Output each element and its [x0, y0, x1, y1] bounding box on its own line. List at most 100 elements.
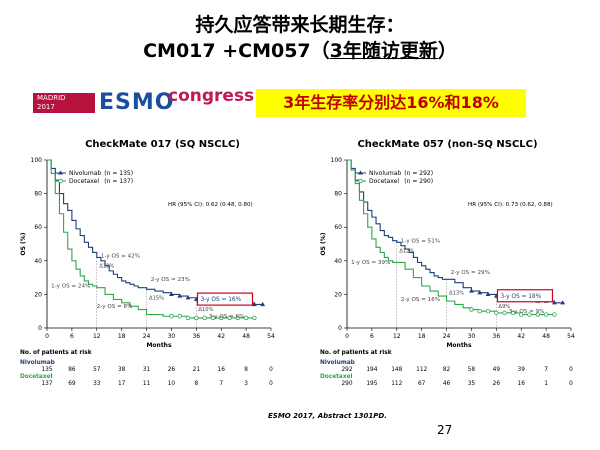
- annotation-delta: Δ15%: [149, 295, 164, 301]
- y-tick-label: 0: [338, 325, 342, 332]
- at-risk-value: 21: [193, 367, 201, 373]
- y-tick-label: 20: [34, 291, 42, 298]
- censor-point-docetaxel: [235, 315, 241, 321]
- at-risk-value: 0: [569, 381, 573, 387]
- y-tick-label: 0: [38, 325, 42, 332]
- legend-n-docetaxel: (n = 137): [104, 178, 133, 185]
- censor-point-docetaxel: [552, 312, 557, 317]
- highlight-box: [196, 292, 254, 306]
- censor-point-docetaxel: [169, 314, 174, 319]
- x-tick-label: 54: [267, 333, 275, 340]
- legend-marker-docetaxel: [58, 178, 63, 184]
- at-risk-value: 148: [391, 367, 402, 373]
- x-tick-label: 54: [567, 333, 575, 340]
- at-risk-value: 46: [443, 381, 451, 387]
- footnote: ESMO 2017, Abstract 1301PD.: [268, 412, 387, 420]
- at-risk-value: 8: [244, 367, 248, 373]
- at-risk-value: 0: [569, 367, 573, 373]
- at-risk-value: 86: [68, 367, 76, 373]
- x-tick-label: 0: [45, 333, 49, 340]
- chart2-title: CheckMate 057 (non-SQ NSCLC): [357, 139, 538, 150]
- title-underlined: 3年随访更新: [329, 40, 438, 62]
- at-risk-value: 292: [341, 367, 352, 373]
- at-risk-value: 69: [68, 381, 76, 387]
- at-risk-value: 11: [143, 381, 151, 387]
- annotation-os: 1-y OS = 42%: [101, 253, 140, 259]
- at-risk-header: No. of patients at risk: [20, 350, 92, 356]
- x-tick-label: 18: [118, 333, 126, 340]
- y-tick-label: 20: [334, 291, 342, 298]
- legend-name-docetaxel: Docetaxel: [69, 178, 99, 185]
- censor-point-docetaxel: [194, 315, 199, 321]
- annotation-delta: Δ18%: [99, 264, 114, 270]
- annotation-3y-highlight: 3-y OS = 16%: [200, 297, 241, 303]
- annotation-os: 2-y OS = 23%: [151, 277, 190, 283]
- y-tick-label: 100: [331, 157, 343, 164]
- x-tick-label: 36: [193, 333, 201, 340]
- title-prefix: CM017 +CM057（: [143, 40, 330, 62]
- x-tick-label: 18: [418, 333, 426, 340]
- x-axis-label: Months: [446, 342, 472, 349]
- at-risk-value: 58: [468, 367, 476, 373]
- censor-point-docetaxel: [469, 307, 474, 312]
- x-tick-label: 24: [443, 333, 451, 340]
- at-risk-value: 0: [269, 381, 273, 387]
- at-risk-value: 26: [168, 367, 176, 373]
- highlight-banner: 3年生存率分别达16%和18%: [256, 89, 526, 117]
- hazard-ratio-text: HR (95% CI): 0.62 (0.48, 0.80): [168, 202, 253, 208]
- censor-point-docetaxel: [185, 315, 191, 321]
- censor-point-docetaxel: [477, 308, 482, 314]
- at-risk-value: 16: [518, 381, 526, 387]
- censor-point-docetaxel: [510, 310, 516, 316]
- x-tick-label: 48: [242, 333, 250, 340]
- legend-n-nivolumab: (n = 292): [404, 170, 433, 177]
- at-risk-value: 31: [143, 367, 151, 373]
- title-suffix: ）: [437, 40, 457, 62]
- legend-marker-nivolumab: [58, 170, 63, 175]
- censor-point-nivolumab: [477, 290, 483, 295]
- at-risk-value: 290: [341, 381, 352, 387]
- logo-esmo-text: ESMO: [99, 90, 175, 115]
- censor-point-docetaxel: [227, 315, 232, 321]
- at-risk-value: 67: [418, 381, 426, 387]
- censor-point-nivolumab: [185, 295, 191, 300]
- at-risk-value: 38: [118, 367, 126, 373]
- annotation-os: 2-y OS = 29%: [451, 270, 490, 276]
- censor-point-nivolumab: [177, 293, 183, 298]
- at-risk-value: 33: [93, 381, 101, 387]
- censor-point-docetaxel: [243, 315, 249, 321]
- censor-point-nivolumab: [485, 291, 491, 296]
- legend-n-docetaxel: (n = 290): [404, 178, 433, 185]
- legend-n-nivolumab: (n = 135): [104, 170, 133, 177]
- at-risk-value: 49: [493, 367, 501, 373]
- annotation-os: 3-y OS = 9%: [509, 309, 545, 315]
- x-tick-label: 24: [143, 333, 151, 340]
- x-tick-label: 0: [345, 333, 349, 340]
- logo-madrid-text: MADRID: [37, 94, 66, 102]
- annotation-os: 3-y OS = 6%: [209, 314, 245, 320]
- at-risk-value: 194: [366, 367, 377, 373]
- annotation-delta: Δ10%: [198, 307, 213, 313]
- at-risk-value: 7: [544, 367, 548, 373]
- censor-point-docetaxel: [252, 315, 257, 321]
- annotation-delta: Δ9%: [498, 304, 510, 310]
- censor-point-docetaxel: [210, 315, 216, 321]
- annotation-os: 1-y OS = 39%: [351, 260, 390, 266]
- legend-name-docetaxel: Docetaxel: [369, 178, 399, 185]
- at-risk-value: 26: [493, 381, 501, 387]
- logo-congress-text: congress: [168, 86, 255, 106]
- censor-point-docetaxel: [202, 315, 207, 321]
- censor-point-nivolumab: [252, 301, 257, 307]
- y-axis-label: OS (%): [320, 232, 327, 255]
- annotation-delta: Δ12%: [399, 248, 414, 254]
- y-tick-label: 40: [34, 258, 42, 265]
- legend-name-nivolumab: Nivolumab: [369, 170, 401, 177]
- highlight-box: [496, 289, 554, 303]
- censor-point-docetaxel: [494, 310, 499, 316]
- censor-point-nivolumab: [469, 288, 474, 293]
- at-risk-value: 0: [269, 367, 273, 373]
- annotation-os: 1-y OS = 24%: [51, 284, 90, 290]
- y-tick-label: 100: [31, 157, 43, 164]
- at-risk-row-label: Docetaxel: [20, 374, 53, 380]
